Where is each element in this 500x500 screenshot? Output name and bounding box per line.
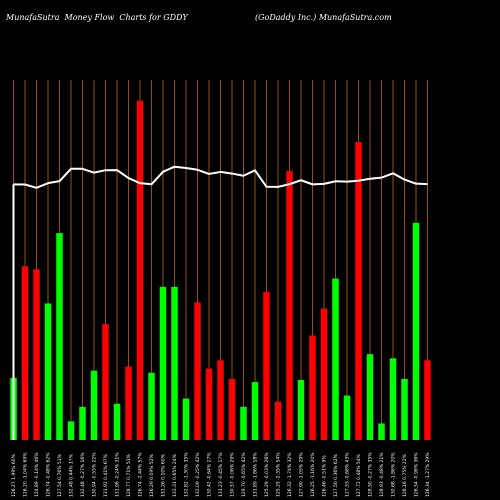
chart-title: MunafaSutra Money Flow Charts for GDDY bbox=[6, 13, 188, 22]
x-tick-label: 127.90 -1.05% 29% bbox=[299, 452, 305, 497]
money-flow-bar bbox=[205, 368, 213, 440]
x-tick-label: 131.23 -0.45% 17% bbox=[218, 452, 224, 497]
money-flow-bar bbox=[102, 324, 109, 440]
x-tick-label: 131.89 -1.86% 18% bbox=[253, 452, 259, 497]
x-tick-label: 132.82 -1.30% 35% bbox=[184, 452, 190, 497]
x-tick-label: 128.93 -0.48% 21% bbox=[379, 452, 385, 497]
x-tick-label: 132.09 -0.25% 42% bbox=[195, 452, 201, 497]
money-flow-bar bbox=[79, 406, 86, 440]
x-tick-label: 130.42 -0.64% 27% bbox=[207, 452, 213, 497]
x-tick-label: 132.48 -0.27% 16% bbox=[80, 452, 86, 497]
x-tick-label: 130.94 -0.55% 22% bbox=[92, 452, 98, 497]
money-flow-bar bbox=[355, 142, 362, 440]
x-tick-label: 128.16 0.75% 22% bbox=[402, 453, 408, 497]
money-flow-bar bbox=[263, 292, 270, 440]
x-tick-label: 125.25 -2.35% 54% bbox=[276, 452, 282, 497]
money-flow-bar bbox=[378, 423, 385, 440]
money-flow-bar bbox=[136, 100, 144, 441]
x-tick-label: 130.68 -1.86% 20% bbox=[391, 452, 397, 497]
x-tick-label: 126.34 -1.27% 29% bbox=[425, 452, 431, 497]
x-tick-label: 128.77 0.71% 51% bbox=[126, 453, 132, 497]
x-tick-label: 127.72 0.48% 54% bbox=[356, 453, 362, 497]
x-tick-label: 126.25 -1.16% 20% bbox=[310, 452, 316, 497]
x-tick-label: 124.89 -0.14% 46% bbox=[34, 452, 40, 497]
money-flow-bar bbox=[240, 406, 247, 440]
money-flow-bar bbox=[228, 378, 236, 440]
x-tick-label: 125.29 -0.03% 26% bbox=[264, 452, 270, 497]
money-flow-bar bbox=[412, 222, 420, 440]
x-tick-label: 131.96 -0.24% 31% bbox=[115, 452, 121, 497]
money-flow-bar bbox=[424, 360, 431, 440]
money-flow-bar bbox=[159, 286, 167, 440]
money-flow-bar bbox=[332, 278, 339, 440]
money-flow-bar bbox=[113, 403, 121, 440]
money-flow-bar bbox=[274, 401, 282, 440]
x-tick-label: 126.27 1.99% 60% bbox=[11, 453, 17, 497]
money-flow-bar bbox=[148, 372, 155, 440]
money-flow-bar bbox=[44, 303, 52, 440]
chart-subtitle: (GoDaddy Inc.) MunafaSutra.com bbox=[255, 13, 392, 22]
money-flow-bar bbox=[286, 171, 293, 440]
x-tick-label: 126.54 -0.98% 36% bbox=[414, 452, 420, 497]
x-tick-label: 126.74 -0.48% 62% bbox=[46, 452, 52, 497]
x-tick-label: 131.92 0.41% 67% bbox=[103, 453, 109, 497]
money-flow-bar bbox=[56, 233, 63, 440]
money-flow-bar bbox=[401, 378, 408, 440]
money-flow-bar bbox=[320, 308, 328, 440]
x-tick-label: 126.29 0.09% 52% bbox=[149, 453, 155, 497]
money-flow-bar bbox=[297, 380, 305, 440]
money-flow-bar bbox=[194, 302, 201, 440]
money-flow-bar bbox=[217, 360, 224, 440]
money-flow-bar bbox=[366, 354, 374, 440]
money-flow-bar bbox=[90, 370, 98, 440]
x-tick-label: 126.46 -0.51% 9% bbox=[322, 455, 328, 497]
x-tick-label: 130.57 -0.06% 29% bbox=[230, 452, 236, 497]
money-flow-bar bbox=[33, 269, 40, 440]
x-tick-label: 127.50 0.36% 62% bbox=[333, 453, 339, 497]
x-tick-label: 132.48 0.44% 17% bbox=[69, 453, 75, 497]
money-flow-bar bbox=[67, 421, 75, 440]
x-tick-label: 128.50 -0.27% 35% bbox=[368, 452, 374, 497]
money-flow-bar bbox=[251, 382, 259, 440]
money-flow-bar bbox=[182, 398, 190, 440]
money-flow-bar bbox=[389, 358, 397, 440]
money-flow-bar bbox=[171, 286, 178, 440]
x-tick-label: 127.33 -0.68% 43% bbox=[345, 452, 351, 497]
x-tick-label: 126.32 -1.74% 32% bbox=[287, 452, 293, 497]
money-flow-bar bbox=[21, 266, 29, 440]
x-tick-label: 127.54 0.76% 51% bbox=[57, 453, 63, 497]
x-tick-label: 131.26 0.10% 60% bbox=[161, 453, 167, 497]
money-flow-bar bbox=[125, 366, 132, 440]
money-flow-bar bbox=[309, 335, 316, 440]
price-line bbox=[13, 165, 428, 189]
money-flow-bar bbox=[343, 395, 351, 440]
x-tick-label: 133.31 0.65% 24% bbox=[172, 453, 178, 497]
x-tick-label: 126.20 -1.04% 69% bbox=[23, 452, 29, 497]
x-tick-label: 129.70 -0.65% 42% bbox=[241, 452, 247, 497]
x-tick-label: 126.74 -2.44% 57% bbox=[138, 452, 144, 497]
